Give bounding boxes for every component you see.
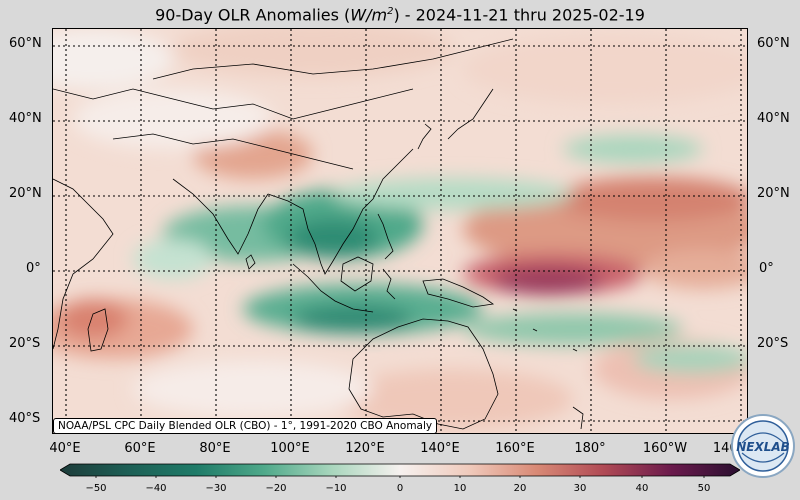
colorbar-tick-label: 50 (697, 483, 711, 494)
map-title: 90-Day OLR Anomalies (W/m2) - 2024-11-21… (0, 0, 800, 26)
lon-label-60e: 60°E (124, 441, 156, 456)
colorbar-tick-label: −10 (325, 483, 347, 494)
colorbar-tick-label: −30 (205, 483, 227, 494)
lat-label-right-20s: 20°S (757, 336, 789, 351)
data-source-credit: NOAA/PSL CPC Daily Blended OLR (CBO) - 1… (53, 418, 438, 434)
title-unit-exponent: 2 (387, 6, 394, 17)
title-suffix: ) - 2024-11-21 thru 2025-02-19 (393, 5, 645, 25)
map-canvas (53, 29, 747, 433)
lat-label-right-20n: 20°N (757, 186, 790, 201)
lon-label-100e: 100°E (270, 441, 310, 456)
lat-label-left-60n: 60°N (9, 36, 42, 51)
olr-anomaly-map (52, 28, 748, 434)
graticule (53, 29, 747, 433)
colorbar-tick-label: −20 (265, 483, 287, 494)
lat-label-right-40n: 40°N (757, 111, 790, 126)
lon-label-40e: 40°E (49, 441, 81, 456)
lat-label-right-60n: 60°N (757, 36, 790, 51)
colorbar-tick-label: 20 (513, 483, 527, 494)
title-unit: W/m (350, 5, 388, 25)
lon-label-180: 180° (574, 441, 606, 456)
lat-label-left-40n: 40°N (9, 111, 42, 126)
lat-label-left-20n: 20°N (9, 186, 42, 201)
lon-label-140e: 140°E (420, 441, 460, 456)
title-prefix: 90-Day OLR Anomalies ( (155, 5, 351, 25)
lat-label-right-0: 0° (759, 261, 774, 276)
colorbar-tick-label: 0 (396, 483, 404, 494)
colorbar-tick-label: −40 (145, 483, 167, 494)
colorbar-tick-label: 30 (573, 483, 587, 494)
lon-label-120e: 120°E (345, 441, 385, 456)
colorbar-tick-label: 10 (453, 483, 467, 494)
logo-text: NEXLAB (736, 440, 790, 454)
lat-label-left-40s: 40°S (9, 411, 41, 426)
colorbar-tick-label: −50 (85, 483, 107, 494)
anomaly-field (53, 29, 747, 429)
lon-label-80e: 80°E (199, 441, 231, 456)
lat-label-left-0: 0° (26, 261, 41, 276)
coastlines (53, 38, 584, 430)
nexlab-logo: NEXLAB (731, 414, 795, 478)
lon-label-160e: 160°E (495, 441, 535, 456)
lat-label-left-20s: 20°S (9, 336, 41, 351)
colorbar-ticks (95, 476, 705, 478)
colorbar (60, 463, 740, 478)
colorbar-strip (60, 463, 740, 477)
colorbar-tick-label: 40 (635, 483, 649, 494)
lon-label-160w: 160°W (642, 441, 688, 456)
